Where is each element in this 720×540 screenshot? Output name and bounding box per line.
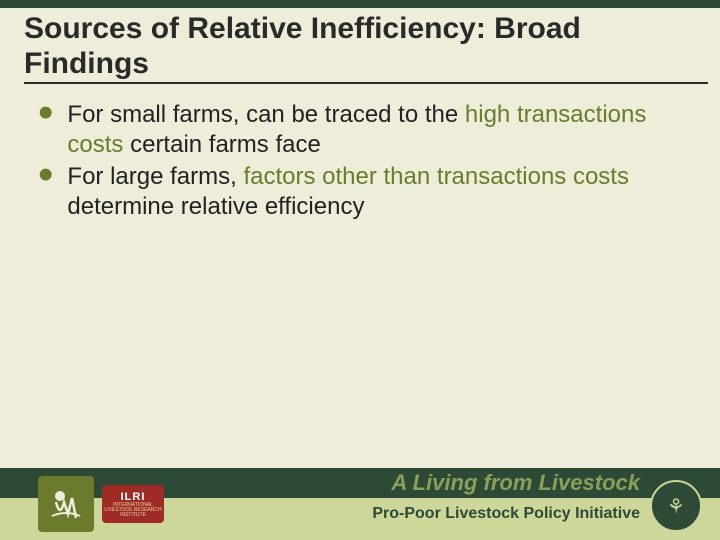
fao-ring-icon: ⚘ — [650, 480, 702, 532]
title-underline — [24, 82, 708, 84]
bullet-pre: For small farms, can be traced to the — [67, 101, 465, 128]
footer-subtitle: Pro-Poor Livestock Policy Initiative — [372, 505, 640, 523]
bullet-icon: • — [38, 164, 53, 186]
bullet-pre: For large farms, — [67, 163, 243, 190]
ilri-logo-text: ILRI — [121, 491, 146, 503]
content-body: • For small farms, can be traced to the … — [38, 100, 680, 224]
farmer-icon — [46, 484, 86, 524]
ilri-logo-icon: ILRI INTERNATIONAL LIVESTOCK RESEARCH IN… — [102, 485, 164, 523]
org-logo-icon — [38, 476, 94, 532]
bullet-post: certain farms face — [123, 131, 320, 158]
footer-logos: ILRI INTERNATIONAL LIVESTOCK RESEARCH IN… — [38, 472, 164, 536]
footer-tagline: A Living from Livestock — [391, 470, 640, 496]
bullet-text: For small farms, can be traced to the hi… — [67, 100, 680, 160]
wheat-icon: ⚘ — [667, 494, 685, 519]
header-bar — [0, 0, 720, 8]
bullet-text: For large farms, factors other than tran… — [67, 162, 680, 222]
ilri-logo-subtitle: INTERNATIONAL LIVESTOCK RESEARCH INSTITU… — [102, 503, 164, 518]
slide: Sources of Relative Inefficiency: Broad … — [0, 0, 720, 540]
fao-logo-icon: ⚘ — [650, 480, 702, 532]
list-item: • For small farms, can be traced to the … — [38, 100, 680, 160]
list-item: • For large farms, factors other than tr… — [38, 162, 680, 222]
bullet-icon: • — [38, 102, 53, 124]
bullet-highlight: factors other than transactions costs — [243, 163, 629, 190]
bullet-post: determine relative efficiency — [67, 193, 364, 220]
page-title: Sources of Relative Inefficiency: Broad … — [24, 12, 696, 81]
